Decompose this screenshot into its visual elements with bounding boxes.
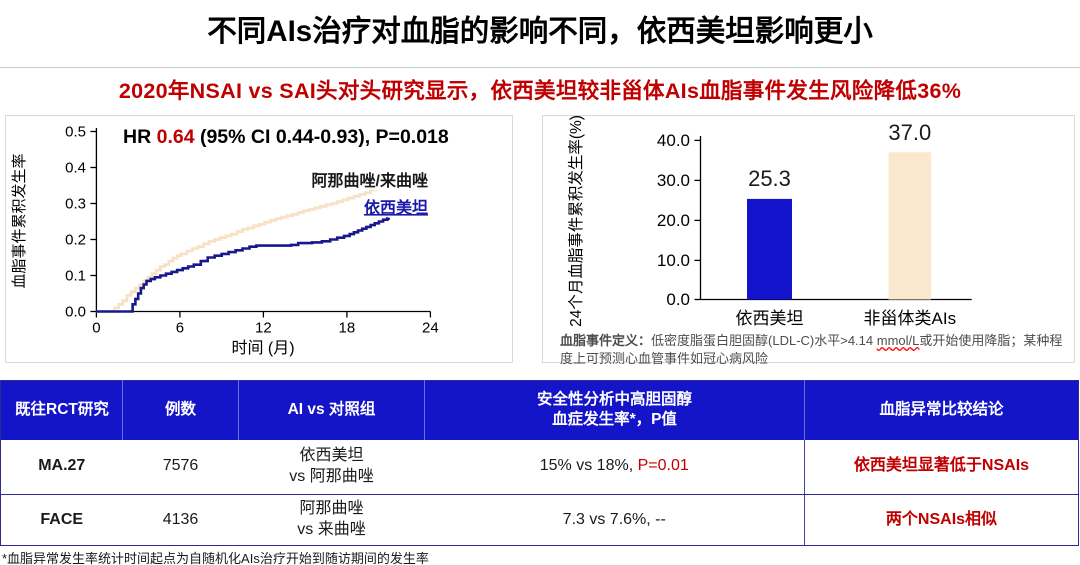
svg-text:24: 24 (422, 320, 439, 337)
svg-text:37.0: 37.0 (888, 120, 931, 145)
svg-text:HR 0.64 (95% CI 0.44-0.93), P=: HR 0.64 (95% CI 0.44-0.93), P=0.018 (123, 126, 449, 148)
svg-text:血脂事件累积发生率: 血脂事件累积发生率 (11, 153, 28, 288)
svg-text:依西美坦: 依西美坦 (736, 309, 804, 328)
svg-text:20.0: 20.0 (657, 211, 690, 230)
svg-text:25.3: 25.3 (748, 166, 791, 191)
svg-text:0.2: 0.2 (65, 232, 86, 249)
svg-text:18: 18 (339, 320, 356, 337)
svg-text:0.4: 0.4 (65, 160, 86, 177)
svg-text:依西美坦: 依西美坦 (364, 198, 428, 217)
svg-text:40.0: 40.0 (657, 131, 690, 150)
svg-text:12: 12 (255, 320, 272, 337)
svg-text:0.0: 0.0 (666, 290, 690, 309)
svg-text:0: 0 (92, 320, 100, 337)
svg-text:30.0: 30.0 (657, 171, 690, 190)
svg-text:时间 (月): 时间 (月) (231, 339, 294, 357)
svg-text:非甾体类AIs: 非甾体类AIs (864, 309, 957, 328)
svg-text:0.5: 0.5 (65, 124, 86, 141)
svg-text:24个月血脂事件累积发生率(%): 24个月血脂事件累积发生率(%) (567, 116, 585, 327)
svg-text:0.3: 0.3 (65, 196, 86, 213)
svg-text:阿那曲唑/来曲唑: 阿那曲唑/来曲唑 (312, 171, 428, 190)
svg-text:10.0: 10.0 (657, 251, 690, 270)
svg-text:0.0: 0.0 (65, 304, 86, 321)
svg-text:6: 6 (176, 320, 184, 337)
svg-text:0.1: 0.1 (65, 268, 86, 285)
